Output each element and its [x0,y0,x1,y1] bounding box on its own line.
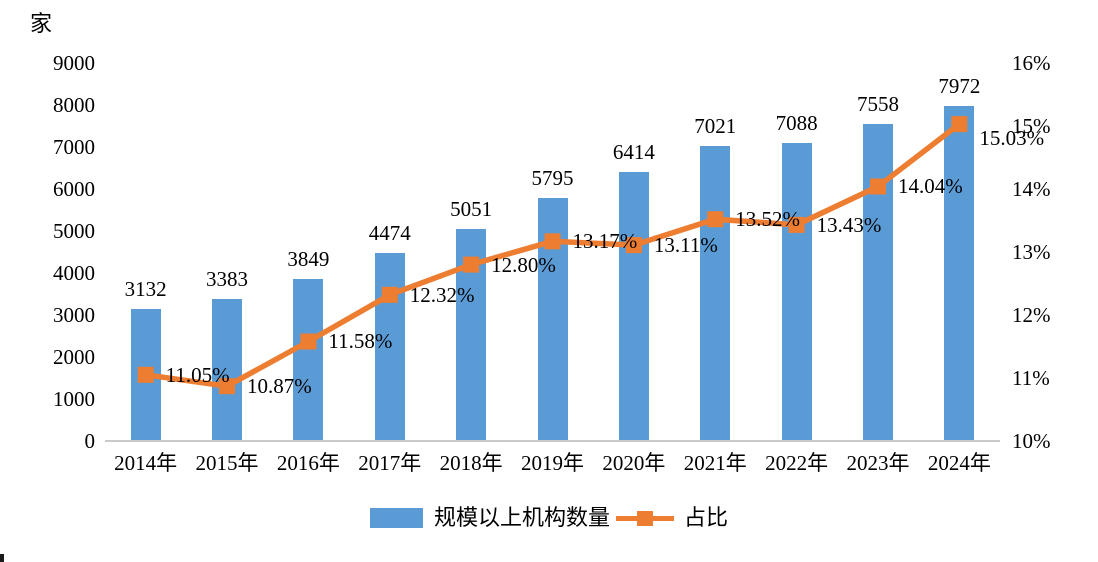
left-axis-tick: 1000 [53,387,95,411]
right-axis-tick: 11% [1012,366,1050,390]
x-axis-label: 2018年 [439,451,503,475]
legend-bar-label: 规模以上机构数量 [433,505,610,530]
x-axis-label: 2014年 [114,451,178,475]
bar-value-label: 7088 [775,111,818,136]
x-axis-line [105,440,1000,442]
x-axis-label: 2023年 [846,451,910,475]
bar [456,228,487,441]
left-axis-tick: 3000 [53,303,95,327]
right-axis-tick: 13% [1012,240,1051,264]
bar-value-label: 6414 [612,139,655,164]
left-axis-tick: 0 [84,429,96,453]
left-axis-tick: 5000 [53,219,95,243]
bar [537,197,568,441]
bar-value-label: 5051 [450,196,493,221]
x-axis-label: 2015年 [195,451,259,475]
line-value-label: 13.43% [816,212,882,237]
bar [130,309,161,441]
bar-value-label: 3849 [287,247,330,272]
left-axis-tick: 9000 [53,51,95,75]
line-value-label: 15.03% [979,126,1045,151]
legend: 规模以上机构数量 占比 [0,503,1098,533]
line-value-label: 13.17% [572,229,638,254]
legend-bar-swatch [369,508,423,528]
bar-value-label: 3132 [124,277,167,302]
left-axis-unit-label: 家 [30,11,53,36]
left-axis-tick: 8000 [53,93,95,117]
right-axis-tick: 15% [1012,114,1051,138]
legend-line-marker-icon [637,510,653,526]
bar-value-label: 7558 [856,91,899,116]
line-value-label: 11.05% [165,362,230,387]
bar-value-label: 5795 [531,165,574,190]
legend-line-label: 占比 [684,505,729,530]
bar-value-label: 7972 [938,74,981,99]
x-axis-label: 2022年 [765,451,829,475]
line-value-label: 12.80% [491,252,556,277]
bar [293,279,324,441]
bar-value-label: 3383 [206,266,249,291]
line-value-label: 13.52% [735,207,800,232]
bar-value-label: 7021 [694,114,737,139]
right-axis-tick: 16% [1012,51,1051,75]
x-axis-label: 2017年 [358,451,422,475]
x-axis-label: 2019年 [521,451,584,475]
bar [862,123,893,441]
bar [781,143,812,441]
legend-line-swatch [616,510,674,526]
bar-value-label: 4474 [368,221,411,246]
x-axis-label: 2021年 [683,451,747,475]
bar [700,146,731,441]
right-axis-tick: 14% [1012,177,1051,201]
right-axis-tick: 10% [1012,429,1051,453]
line-value-label: 11.58% [328,329,393,354]
x-axis-label: 2016年 [276,451,340,475]
left-axis-tick: 4000 [53,261,95,285]
line-value-label: 13.11% [653,233,718,258]
scan-artifact-mark [0,554,4,562]
right-axis-tick: 12% [1012,303,1051,327]
x-axis-label: 2020年 [602,451,666,475]
left-axis-tick: 6000 [53,177,95,201]
x-axis-label: 2024年 [927,451,991,475]
bar [618,171,649,441]
line-value-label: 12.32% [409,282,475,307]
line-value-label: 10.87% [247,374,312,399]
left-axis-tick: 2000 [53,345,95,369]
line-value-label: 14.04% [897,174,963,199]
bar [944,106,975,441]
left-axis-tick: 7000 [53,135,95,159]
